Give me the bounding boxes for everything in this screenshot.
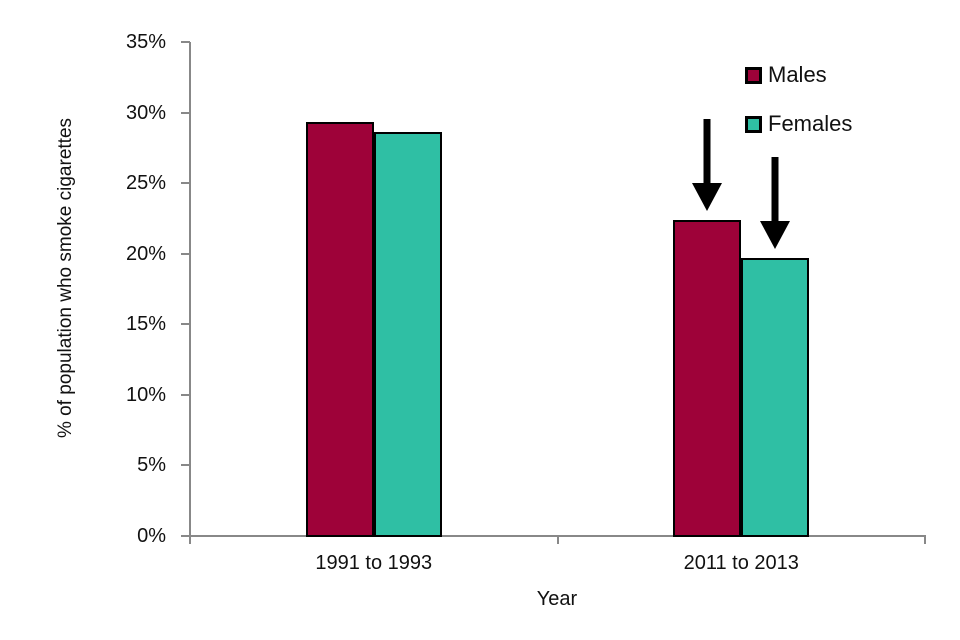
x-axis-title: Year: [536, 588, 578, 610]
y-tick-label: 0%: [137, 525, 166, 547]
legend-label-males: Males: [768, 62, 827, 87]
y-tick-label: 5%: [137, 454, 166, 477]
y-tick-label: 15%: [125, 313, 166, 336]
y-tick-label: 20%: [125, 242, 166, 265]
y-tick-mark: [181, 535, 190, 537]
legend-entry-males: Males: [745, 62, 827, 87]
x-tick-mark: [924, 536, 926, 544]
y-tick-label: 10%: [125, 383, 166, 406]
x-axis-category-label: 1991 to 1993: [315, 552, 433, 574]
down-arrow-annotation-males: [689, 118, 725, 211]
y-tick-mark: [181, 111, 190, 114]
legend-swatch-males-icon: [745, 66, 762, 84]
legend-label-females: Females: [768, 111, 853, 136]
bar-males-1: [305, 122, 374, 537]
y-tick-mark: [181, 41, 190, 43]
y-tick-label: 25%: [125, 172, 166, 195]
y-axis-line: [189, 42, 191, 537]
legend-entry-females: Females: [745, 111, 853, 136]
down-arrow-icon: [760, 156, 791, 249]
down-arrow-icon: [692, 118, 723, 211]
bar-males-2: [673, 219, 742, 537]
y-axis-title: % of population who smoke cigarettes: [55, 117, 76, 439]
down-arrow-annotation-females: [757, 156, 793, 249]
y-tick-label: 30%: [125, 101, 166, 124]
y-tick-label: 35%: [125, 31, 166, 53]
y-tick-mark: [181, 323, 190, 326]
x-tick-mark: [189, 536, 191, 544]
x-axis-category-label: 2011 to 2013: [683, 552, 799, 574]
x-tick-mark: [556, 536, 559, 544]
legend-swatch-females-icon: [745, 115, 762, 133]
y-tick-mark: [181, 252, 190, 255]
y-tick-mark: [181, 393, 190, 396]
bar-females-2: [741, 257, 810, 537]
y-tick-mark: [181, 464, 190, 467]
y-tick-mark: [181, 182, 190, 185]
bar-females-1: [373, 132, 442, 537]
